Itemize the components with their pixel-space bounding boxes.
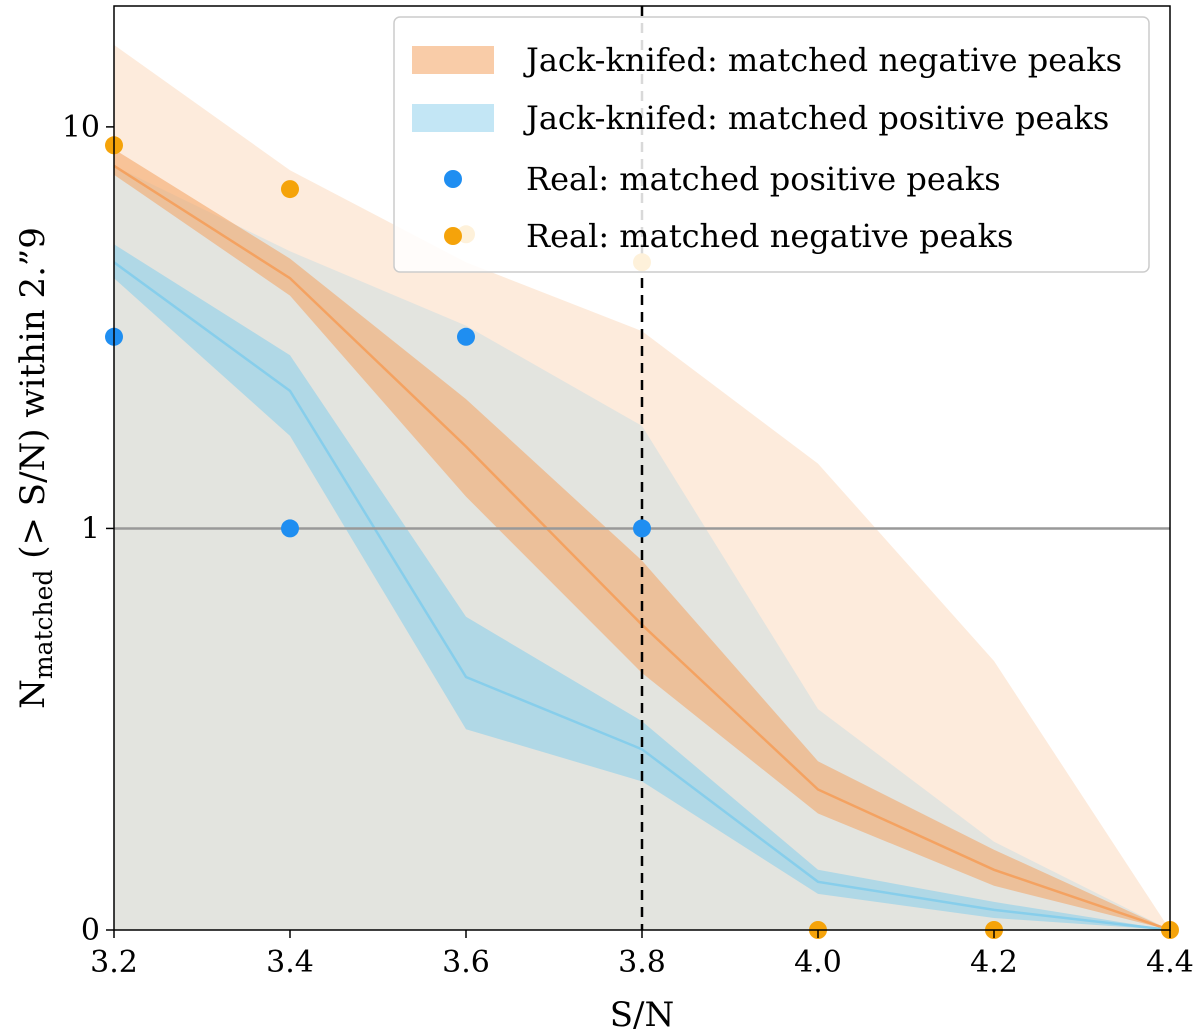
- x-tick-label: 4.4: [1146, 945, 1194, 980]
- y-tick-label: 10: [62, 110, 100, 145]
- legend-label-negative-points: Real: matched negative peaks: [526, 217, 1013, 255]
- y-axis-label-main: N: [13, 679, 53, 709]
- legend-label-positive-points: Real: matched positive peaks: [526, 160, 1001, 198]
- y-axis-label: Nmatched (> S/N) within 2.”9: [13, 227, 58, 709]
- y-tick-label: 1: [81, 511, 100, 546]
- x-axis-label: S/N: [610, 995, 675, 1032]
- inner-band-negative: [114, 149, 1170, 930]
- x-tick-label: 3.4: [266, 945, 314, 980]
- legend-label-positive-band: Jack-knifed: matched positive peaks: [523, 99, 1109, 137]
- positive-point: [457, 327, 475, 346]
- x-tick-label: 4.0: [794, 945, 842, 980]
- negative-point: [281, 180, 299, 199]
- y-axis-label-rest: (> S/N) within 2.”9: [13, 227, 53, 570]
- legend: Jack-knifed: matched negative peaks Jack…: [393, 16, 1150, 273]
- y-axis-label-sub: matched: [29, 570, 58, 680]
- x-tick-label: 3.2: [90, 945, 138, 980]
- legend-marker-positive-points: [444, 170, 462, 188]
- legend-box: [393, 16, 1150, 273]
- median-line-positive: [114, 261, 1170, 930]
- inner-band-positive: [114, 244, 1170, 930]
- y-tick-label: 0: [81, 913, 100, 948]
- x-tick-label: 3.6: [442, 945, 490, 980]
- legend-swatch-negative-band: [412, 46, 494, 74]
- legend-swatch-positive-band: [412, 104, 494, 132]
- positive-point: [633, 519, 651, 538]
- legend-label-negative-band: Jack-knifed: matched negative peaks: [523, 41, 1122, 79]
- x-axis: 3.2 3.4 3.6 3.8 4.0 4.2 4.4: [90, 930, 1194, 980]
- positive-point: [281, 519, 299, 538]
- y-axis: 0 1 10: [62, 110, 114, 948]
- x-tick-label: 3.8: [618, 945, 666, 980]
- x-tick-label: 4.2: [970, 945, 1018, 980]
- legend-marker-negative-points: [444, 227, 462, 245]
